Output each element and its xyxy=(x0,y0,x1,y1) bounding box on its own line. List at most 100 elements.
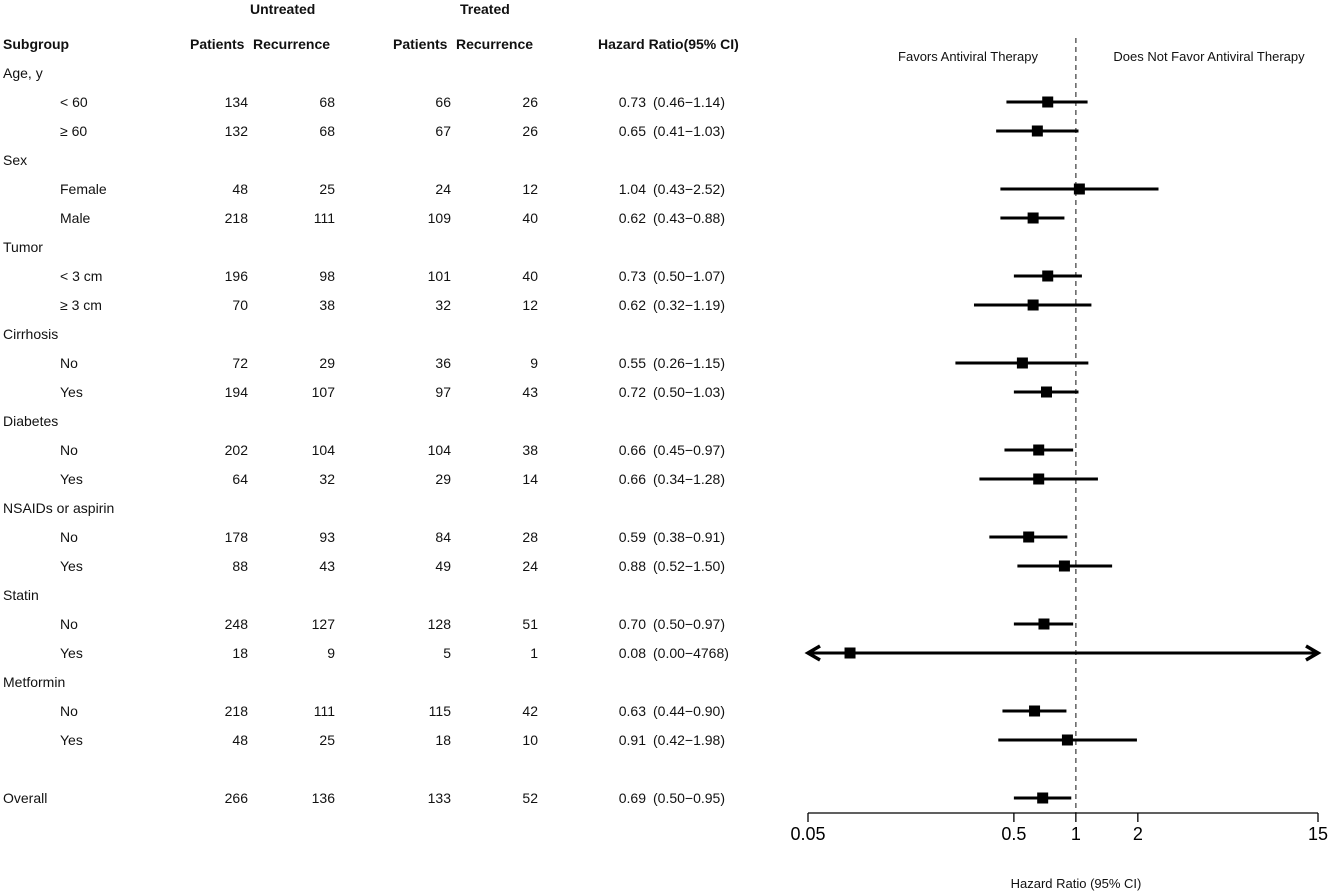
hazard-ratio-value: 0.73 xyxy=(618,268,646,284)
hazard-ratio-point xyxy=(1027,212,1039,224)
group-label: Diabetes xyxy=(3,413,59,429)
hazard-ratio-value: 0.88 xyxy=(618,558,646,574)
treated-patients-value: 18 xyxy=(435,732,451,748)
subgroup-label: Yes xyxy=(60,732,83,748)
untreated-recurrence-value: 104 xyxy=(311,442,335,458)
treated-recurrence-value: 9 xyxy=(530,355,538,371)
hazard-ratio-value: 0.69 xyxy=(618,790,646,806)
untreated-patients-value: 178 xyxy=(224,529,248,545)
confidence-interval-value: (0.41−1.03) xyxy=(653,123,725,139)
treated-patients-value: 133 xyxy=(427,790,451,806)
untreated-patients-value: 266 xyxy=(224,790,248,806)
treated-recurrence-value: 14 xyxy=(522,471,538,487)
treated-recurrence-value: 40 xyxy=(522,268,538,284)
untreated-recurrence-value: 98 xyxy=(319,268,335,284)
x-tick-label: 1 xyxy=(1071,824,1081,844)
subgroup-label: Yes xyxy=(60,384,83,400)
group-label: Age, y xyxy=(3,65,43,81)
treated-patients-value: 29 xyxy=(435,471,451,487)
untreated-recurrence-value: 111 xyxy=(313,703,335,719)
header-subgroup: Subgroup xyxy=(3,36,70,52)
untreated-patients-value: 194 xyxy=(224,384,248,400)
hazard-ratio-point xyxy=(1033,444,1045,456)
untreated-patients-value: 18 xyxy=(232,645,248,661)
ci-arrow-left xyxy=(804,644,821,662)
group-label: Tumor xyxy=(3,239,43,255)
untreated-patients-value: 70 xyxy=(232,297,248,313)
treated-patients-value: 66 xyxy=(435,94,451,110)
subgroup-label: No xyxy=(60,355,78,371)
untreated-patients-value: 64 xyxy=(232,471,248,487)
treated-recurrence-value: 1 xyxy=(530,645,538,661)
untreated-recurrence-value: 136 xyxy=(311,790,335,806)
treated-patients-value: 109 xyxy=(427,210,451,226)
confidence-interval-value: (0.50−1.03) xyxy=(653,384,725,400)
confidence-interval-value: (0.45−0.97) xyxy=(653,442,725,458)
ci-arrow-right xyxy=(1305,644,1322,662)
hazard-ratio-point xyxy=(1023,531,1035,543)
hazard-ratio-point xyxy=(1040,386,1052,398)
subgroup-label: < 60 xyxy=(60,94,88,110)
subgroup-label: < 3 cm xyxy=(60,268,103,284)
group-label: Metformin xyxy=(3,674,66,690)
treated-recurrence-value: 10 xyxy=(522,732,538,748)
x-tick-label: 2 xyxy=(1133,824,1143,844)
treated-patients-value: 32 xyxy=(435,297,451,313)
untreated-recurrence-value: 25 xyxy=(319,181,335,197)
hazard-ratio-point xyxy=(1038,618,1050,630)
hazard-ratio-point xyxy=(1042,96,1054,108)
header-untreated: Untreated xyxy=(250,1,316,17)
untreated-patients-value: 248 xyxy=(224,616,248,632)
right-favor-label: Does Not Favor Antiviral Therapy xyxy=(1113,49,1305,64)
untreated-recurrence-value: 29 xyxy=(319,355,335,371)
subgroup-label: Yes xyxy=(60,645,83,661)
confidence-interval-value: (0.50−0.95) xyxy=(653,790,725,806)
confidence-interval-value: (0.44−0.90) xyxy=(653,703,725,719)
overall-label: Overall xyxy=(3,790,48,806)
header-treated: Treated xyxy=(460,1,510,17)
untreated-recurrence-value: 9 xyxy=(327,645,335,661)
hazard-ratio-value: 0.72 xyxy=(618,384,646,400)
hazard-ratio-value: 0.08 xyxy=(618,645,646,661)
hazard-ratio-value: 1.04 xyxy=(618,181,646,197)
treated-recurrence-value: 42 xyxy=(522,703,538,719)
subgroup-label: No xyxy=(60,442,78,458)
left-favor-label: Favors Antiviral Therapy xyxy=(898,49,1038,64)
hazard-ratio-value: 0.62 xyxy=(618,297,646,313)
untreated-recurrence-value: 68 xyxy=(319,94,335,110)
hazard-ratio-point xyxy=(1027,299,1039,311)
treated-patients-value: 5 xyxy=(443,645,451,661)
hazard-ratio-point xyxy=(1042,270,1054,282)
untreated-patients-value: 218 xyxy=(224,703,248,719)
untreated-recurrence-value: 38 xyxy=(319,297,335,313)
header-patients-treated: Patients xyxy=(393,36,448,52)
header-hazard-ratio: Hazard Ratio(95% CI) xyxy=(598,36,739,52)
group-label: Statin xyxy=(3,587,39,603)
forest-table: Untreated Treated Subgroup Patients Recu… xyxy=(3,1,739,806)
untreated-patients-value: 72 xyxy=(232,355,248,371)
treated-recurrence-value: 43 xyxy=(522,384,538,400)
untreated-recurrence-value: 107 xyxy=(311,384,335,400)
untreated-patients-value: 134 xyxy=(224,94,248,110)
treated-patients-value: 115 xyxy=(428,703,451,719)
untreated-recurrence-value: 25 xyxy=(319,732,335,748)
hazard-ratio-value: 0.73 xyxy=(618,94,646,110)
subgroup-label: Male xyxy=(60,210,91,226)
hazard-ratio-point xyxy=(844,647,856,659)
hazard-ratio-value: 0.63 xyxy=(618,703,646,719)
treated-patients-value: 97 xyxy=(435,384,451,400)
confidence-interval-value: (0.43−2.52) xyxy=(653,181,725,197)
confidence-interval-value: (0.32−1.19) xyxy=(653,297,725,313)
confidence-interval-value: (0.52−1.50) xyxy=(653,558,725,574)
hazard-ratio-value: 0.55 xyxy=(618,355,646,371)
treated-patients-value: 49 xyxy=(435,558,451,574)
untreated-patients-value: 88 xyxy=(232,558,248,574)
untreated-patients-value: 48 xyxy=(232,732,248,748)
untreated-patients-value: 196 xyxy=(224,268,248,284)
treated-recurrence-value: 52 xyxy=(522,790,538,806)
x-tick-label: 15 xyxy=(1308,824,1328,844)
confidence-interval-value: (0.46−1.14) xyxy=(653,94,725,110)
hazard-ratio-value: 0.70 xyxy=(618,616,646,632)
confidence-interval-value: (0.42−1.98) xyxy=(653,732,725,748)
